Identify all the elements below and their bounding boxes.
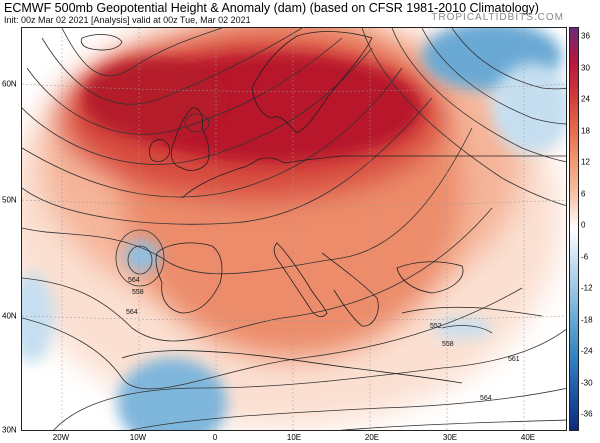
balkans-coast xyxy=(321,252,379,327)
colorbar-tick-label: 24 xyxy=(581,94,590,104)
credit-watermark: TROPICALTIDBITS.COM xyxy=(431,12,564,23)
ireland-coast xyxy=(148,139,171,162)
colorbar-tick-label: 0 xyxy=(581,220,586,230)
lon-label-20w: 20W xyxy=(52,433,70,442)
lat-label-60n: 60N xyxy=(2,79,17,89)
colorbar-tick-label: -30 xyxy=(581,378,593,387)
lat-label-40n: 40N xyxy=(2,311,17,321)
lon-label-40e: 40E xyxy=(520,433,536,442)
coastlines xyxy=(80,31,566,384)
italy-coast xyxy=(273,242,328,318)
iceland-coast xyxy=(80,34,123,51)
colorbar-tick-label: -18 xyxy=(581,315,593,324)
contour-label: 564 xyxy=(480,395,492,402)
iberia-coast xyxy=(155,242,223,314)
colorbar-tick-label: -36 xyxy=(581,409,593,419)
contour-label: 561 xyxy=(508,356,520,363)
map-title: ECMWF 500mb Geopotential Height & Anomal… xyxy=(4,1,539,15)
colorbar-tick-label: 30 xyxy=(581,63,590,72)
great-britain-coast xyxy=(170,107,210,171)
anomaly-colorbar xyxy=(569,27,579,431)
contour-label: 552 xyxy=(430,323,442,330)
anomaly-shading xyxy=(22,28,566,430)
height-contours xyxy=(22,28,566,430)
contour-label: 564 xyxy=(128,277,140,284)
scandinavia-coast xyxy=(251,31,373,134)
contour-label: 558 xyxy=(442,341,454,348)
graticule xyxy=(22,28,566,430)
map-subtitle: Init: 00z Mar 02 2021 [Analysis] valid a… xyxy=(4,15,251,25)
map-canvas: 564 558 564 552 558 564 561 xyxy=(22,28,566,430)
lon-label-10w: 10W xyxy=(129,433,147,442)
colorbar-tick-label: -6 xyxy=(581,252,589,261)
lon-label-0: 0 xyxy=(212,433,218,442)
turkey-coast xyxy=(401,306,543,317)
black-sea-coast xyxy=(396,261,464,294)
colorbar-tick-label: 6 xyxy=(581,189,586,198)
colorbar-tick-label: 36 xyxy=(581,31,590,41)
colorbar-tick-label: -12 xyxy=(581,283,593,293)
lon-label-30e: 30E xyxy=(442,433,458,442)
lon-label-20e: 20E xyxy=(364,433,380,442)
map-panel: 564 558 564 552 558 564 561 xyxy=(21,27,567,431)
colorbar-tick-label: 12 xyxy=(581,157,590,167)
colorbar-tick-label: -24 xyxy=(581,346,593,356)
lat-label-50n: 50N xyxy=(2,195,17,205)
mainland-europe-coast xyxy=(181,155,566,199)
africa-coast xyxy=(121,350,463,384)
contour-label: 564 xyxy=(126,309,138,316)
colorbar-tick-label: 18 xyxy=(581,126,590,135)
lon-label-10e: 10E xyxy=(286,433,302,442)
lat-label-30n: 30N xyxy=(2,425,17,435)
contour-label: 558 xyxy=(132,289,144,296)
